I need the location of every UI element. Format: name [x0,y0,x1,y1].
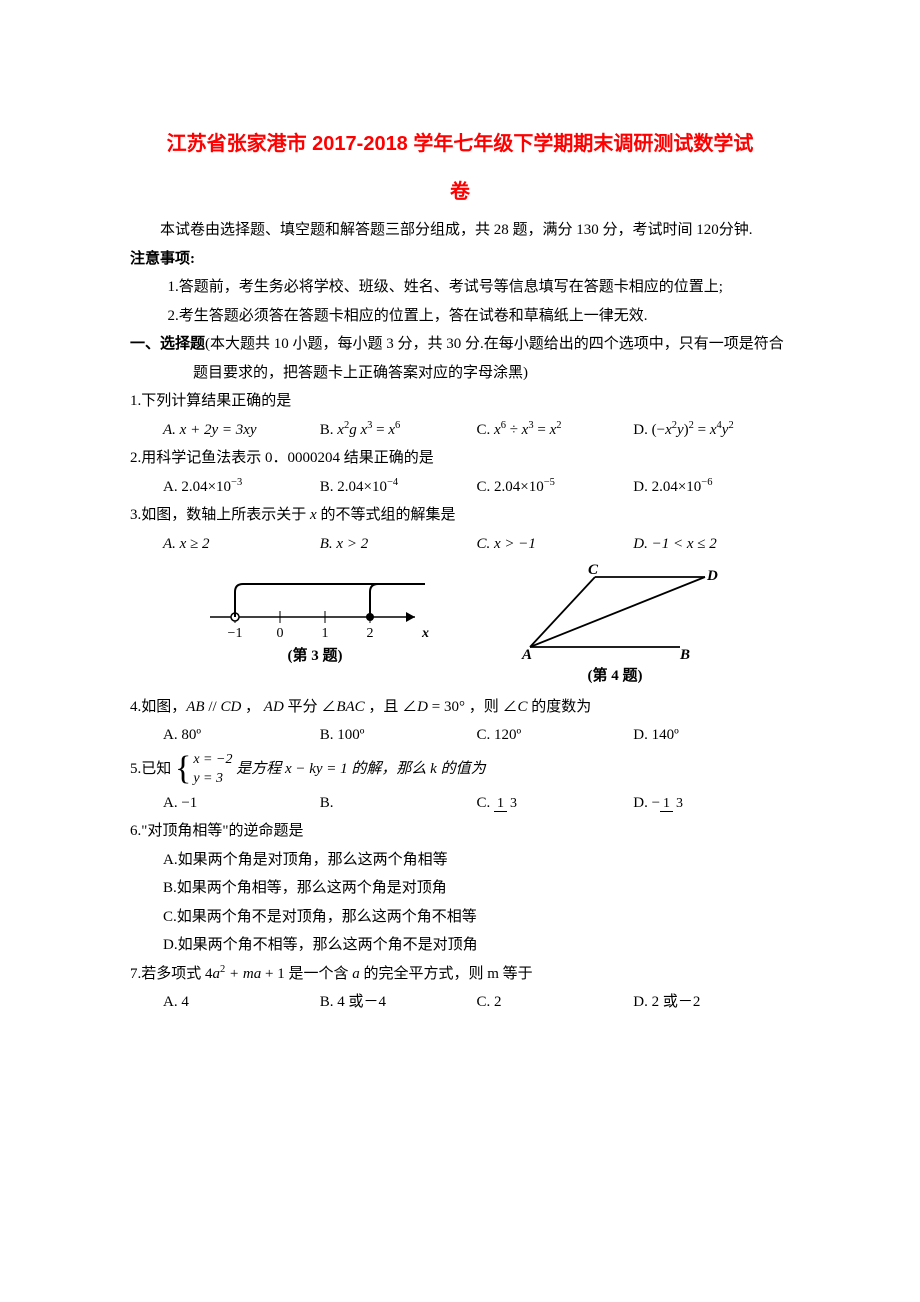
q3: 3.如图，数轴上所表示关于 x 的不等式组的解集是 [130,501,790,530]
q5-c: C. 13 [477,789,634,818]
q7-d: D. 2 或－2 [633,988,790,1017]
title-line-1: 江苏省张家港市 2017-2018 学年七年级下学期期末调研测试数学试 [130,120,790,168]
q1-d: D. (−x2y)2 = x4y2 [633,416,790,445]
q3-options: A. x ≥ 2 B. x > 2 C. x > −1 D. −1 < x ≤ … [163,530,790,559]
q7-b: B. 4 或－4 [320,988,477,1017]
q1-a: A. x + 2y = 3xy [163,416,320,445]
q5-d: D. −13 [633,789,790,818]
q4-b: B. 100º [320,721,477,750]
svg-text:A: A [521,647,532,662]
q2-b: B. 2.04×10−4 [320,473,477,502]
q5-options: A. −1 B. C. 13 D. −13 [163,789,790,818]
q4: 4.如图，AB // CD ， AD 平分 ∠BAC ，且 ∠D = 30° ，… [130,693,790,722]
svg-text:−1: −1 [228,626,243,641]
q4-a: A. 80º [163,721,320,750]
q6: 6."对顶角相等"的逆命题是 [130,817,790,846]
svg-text:C: C [588,562,599,578]
figure-4: A B C D (第 4 题) [510,562,720,691]
q3-b: B. x > 2 [320,530,477,559]
notice-head: 注意事项: [130,245,790,274]
q6-b: B.如果两个角相等，那么这两个角是对顶角 [163,874,790,903]
q7-options: A. 4 B. 4 或－4 C. 2 D. 2 或－2 [163,988,790,1017]
q6-d: D.如果两个角不相等，那么这两个角不是对顶角 [163,931,790,960]
q5: 5.已知 { x = −2 y = 3 是方程 x − ky = 1 的解，那么… [130,750,790,789]
q1: 1.下列计算结果正确的是 [130,387,790,416]
q6-c: C.如果两个角不是对顶角，那么这两个角不相等 [163,903,790,932]
q1-options: A. x + 2y = 3xy B. x2g x3 = x6 C. x6 ÷ x… [163,416,790,445]
intro-text: 本试卷由选择题、填空题和解答题三部分组成，共 28 题，满分 130 分，考试时… [130,216,790,245]
q1-b: B. x2g x3 = x6 [320,416,477,445]
q4-d: D. 140º [633,721,790,750]
q5-b: B. [320,789,477,818]
q2: 2.用科学记鱼法表示 0．0000204 结果正确的是 [130,444,790,473]
q3-c: C. x > −1 [477,530,634,559]
section-1-tail: (本大题共 10 小题，每小题 3 分，共 30 分.在每小题给出的四个选项中，… [193,336,784,381]
q5-system: { x = −2 y = 3 [175,750,232,789]
q6-a: A.如果两个角是对顶角，那么这两个角相等 [163,846,790,875]
q7-c: C. 2 [477,988,634,1017]
q2-c: C. 2.04×10−5 [477,473,634,502]
figures-row: −1 0 1 2 x (第 3 题) A B C D (第 4 题) [130,562,790,691]
svg-text:2: 2 [367,626,374,641]
svg-text:x: x [421,626,429,641]
q3-a: A. x ≥ 2 [163,530,320,559]
q7-a: A. 4 [163,988,320,1017]
fig3-caption: (第 3 题) [200,642,430,671]
q4-c: C. 120º [477,721,634,750]
section-1-head: 一、选择题 [130,336,205,352]
q2-d: D. 2.04×10−6 [633,473,790,502]
svg-text:B: B [679,647,690,662]
fig4-caption: (第 4 题) [510,662,720,691]
section-1-header: 一、选择题(本大题共 10 小题，每小题 3 分，共 30 分.在每小题给出的四… [130,330,790,387]
q5-a: A. −1 [163,789,320,818]
q7: 7.若多项式 4a2 + ma + 1 是一个含 a 的完全平方式，则 m 等于 [130,960,790,989]
figure-3: −1 0 1 2 x (第 3 题) [200,562,430,691]
q2-options: A. 2.04×10−3 B. 2.04×10−4 C. 2.04×10−5 D… [163,473,790,502]
notice-1: 1.答题前，考生务必将学校、班级、姓名、考试号等信息填写在答题卡相应的位置上; [130,273,790,302]
svg-text:0: 0 [277,626,284,641]
svg-text:D: D [706,568,718,584]
q4-options: A. 80º B. 100º C. 120º D. 140º [163,721,790,750]
q2-a: A. 2.04×10−3 [163,473,320,502]
notice-2: 2.考生答题必须答在答题卡相应的位置上，答在试卷和草稿纸上一律无效. [130,302,790,331]
q3-d: D. −1 < x ≤ 2 [633,530,790,559]
svg-text:1: 1 [322,626,329,641]
title-line-2: 卷 [130,168,790,216]
q1-c: C. x6 ÷ x3 = x2 [477,416,634,445]
